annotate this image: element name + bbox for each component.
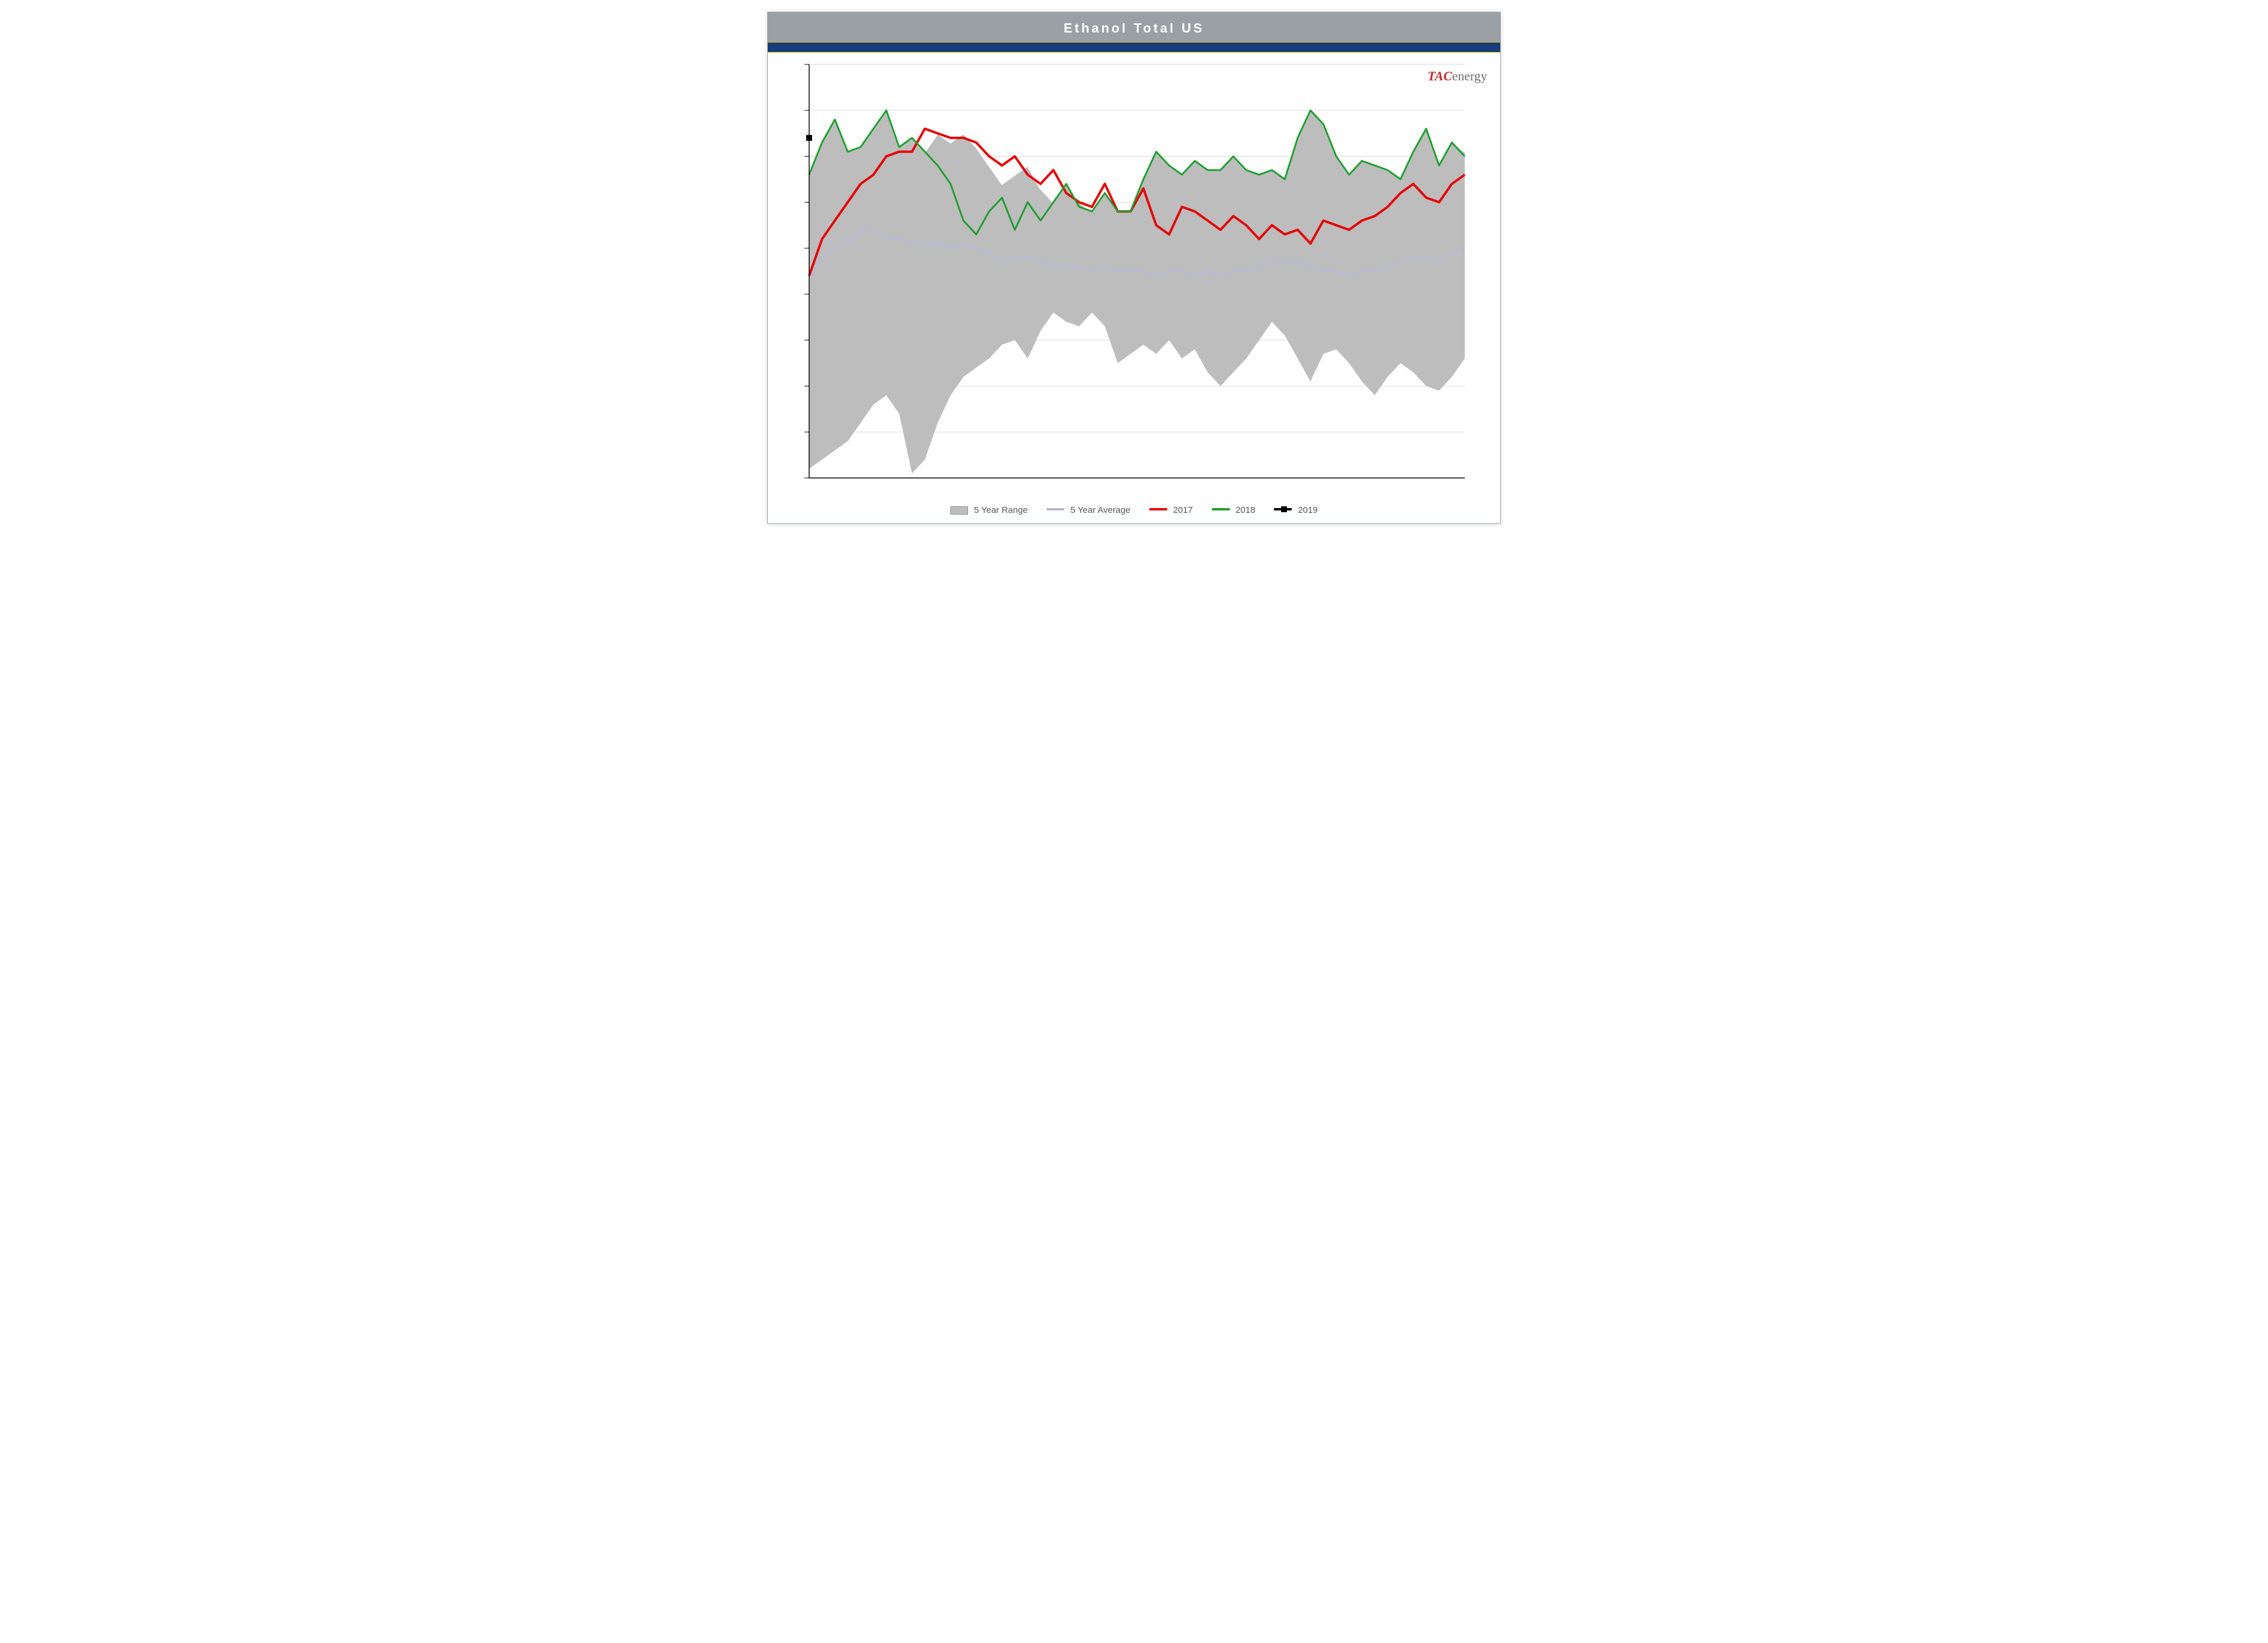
- chart-card: Ethanol Total US TACenergy 5 Year Range …: [767, 12, 1501, 524]
- chart-svg: [768, 53, 1477, 502]
- legend-label-2017: 2017: [1173, 505, 1192, 515]
- legend-label-avg: 5 Year Average: [1070, 505, 1130, 515]
- chart-title: Ethanol Total US: [1064, 21, 1204, 35]
- swatch-2018: [1212, 508, 1230, 510]
- title-bar: Ethanol Total US: [768, 12, 1500, 42]
- swatch-2019: [1274, 508, 1292, 510]
- accent-band: TACenergy: [768, 42, 1500, 53]
- legend-item-range: 5 Year Range: [950, 505, 1028, 515]
- brand-logo: TACenergy: [1424, 67, 1491, 85]
- brand-part-2: C: [1443, 69, 1452, 83]
- brand-part-3: energy: [1452, 69, 1487, 83]
- legend-label-2019: 2019: [1298, 505, 1318, 515]
- legend-item-avg: 5 Year Average: [1047, 505, 1130, 515]
- swatch-2017: [1149, 508, 1167, 510]
- brand-part-1: TA: [1428, 69, 1443, 83]
- legend-item-2018: 2018: [1212, 505, 1256, 515]
- legend: 5 Year Range 5 Year Average 2017 2018 20…: [768, 502, 1500, 523]
- swatch-avg: [1047, 508, 1064, 510]
- legend-label-range: 5 Year Range: [974, 505, 1028, 515]
- legend-item-2017: 2017: [1149, 505, 1193, 515]
- legend-label-2018: 2018: [1236, 505, 1255, 515]
- legend-item-2019: 2019: [1274, 505, 1318, 515]
- chart-area: [768, 53, 1500, 502]
- swatch-range: [950, 506, 968, 515]
